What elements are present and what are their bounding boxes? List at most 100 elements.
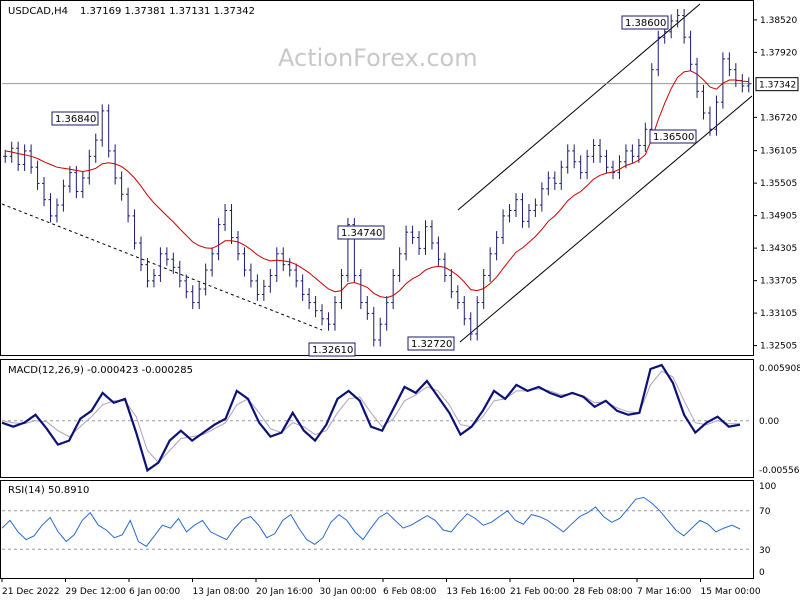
price-bar — [281, 247, 286, 272]
price-tick-label: 1.33705 — [760, 277, 797, 287]
moving-average-line — [5, 70, 749, 299]
price-bar — [3, 149, 8, 163]
price-bar — [93, 133, 98, 163]
price-bar — [488, 247, 493, 282]
time-tick-label: 29 Dec 12:00 — [66, 587, 127, 597]
price-bar — [74, 166, 79, 199]
price-bar — [462, 296, 467, 326]
price-bar — [210, 247, 215, 277]
price-bar — [455, 285, 460, 310]
price-bar — [203, 263, 208, 296]
price-tick-label: 1.34905 — [760, 212, 797, 222]
price-bar — [514, 193, 519, 217]
price-bar — [669, 14, 674, 39]
time-tick-label: 7 Mar 16:00 — [637, 587, 692, 597]
price-bar — [429, 220, 434, 250]
price-bar — [358, 268, 363, 310]
macd-tick-zero: 0.00 — [759, 417, 779, 427]
price-bar — [307, 287, 312, 310]
price-tick-label: 1.32505 — [760, 342, 797, 352]
price-annotation-label: 1.36500 — [653, 132, 694, 143]
price-bar — [126, 187, 131, 223]
price-bar — [248, 263, 253, 288]
price-bar — [546, 171, 551, 196]
macd-line — [1, 363, 741, 473]
price-bar — [139, 236, 144, 272]
price-bar — [384, 296, 389, 331]
price-bar — [707, 106, 712, 136]
rsi-tick-100: 100 — [759, 482, 776, 492]
time-tick-label: 28 Feb 08:00 — [574, 587, 633, 597]
price-bar — [585, 149, 590, 180]
price-bar — [617, 155, 622, 180]
time-tick-label: 13 Jan 08:00 — [193, 587, 250, 597]
price-bar — [274, 247, 279, 282]
price-bar — [695, 57, 700, 98]
rsi-tick-70: 70 — [759, 507, 771, 517]
price-tick-label: 1.37920 — [760, 48, 797, 58]
price-bar — [526, 203, 531, 228]
price-bar — [22, 144, 27, 171]
price-bar — [397, 247, 402, 282]
price-bar — [604, 149, 609, 174]
price-bar — [255, 274, 260, 301]
price-tick-label: 1.38520 — [760, 16, 797, 26]
price-annotation-box — [649, 129, 697, 144]
price-bar — [29, 144, 34, 174]
price-bar — [720, 52, 725, 109]
macd-tick-bottom: -0.005563 — [759, 466, 800, 476]
price-bar — [164, 247, 169, 266]
price-bar — [113, 144, 118, 185]
price-bar — [501, 209, 506, 245]
price-bar — [552, 171, 557, 190]
price-bar — [190, 285, 195, 310]
current-price-tag — [755, 77, 799, 92]
price-bar — [48, 193, 53, 223]
price-bar — [494, 231, 499, 261]
price-bar — [449, 268, 454, 299]
price-bar — [591, 139, 596, 163]
rsi-panel-frame — [0, 480, 754, 579]
macd-panel-frame — [0, 359, 754, 478]
price-bar — [410, 225, 415, 245]
price-axis: 1.38520 1.37920 1.36720 1.36105 1.35505 1.349… — [753, 16, 797, 352]
price-bar — [468, 312, 473, 341]
rsi-tick-0: 0 — [759, 568, 765, 578]
time-tick-label: 21 Dec 2022 — [2, 587, 60, 597]
price-bar — [326, 312, 331, 331]
price-annotation-box — [337, 225, 385, 240]
price-bar — [636, 139, 641, 163]
channel-lower-line — [459, 95, 753, 343]
price-bar — [294, 263, 299, 288]
price-bar — [229, 203, 234, 245]
price-bar — [714, 95, 719, 136]
price-bar — [223, 203, 228, 232]
price-bar — [332, 296, 337, 331]
price-bar — [158, 247, 163, 282]
time-tick-label: 20 Jan 16:00 — [256, 587, 313, 597]
rsi-tick-30: 30 — [759, 546, 771, 556]
current-price-label: 1.37342 — [759, 81, 796, 91]
price-bar — [54, 198, 59, 223]
price-bar — [184, 274, 189, 299]
price-plot: 1.38600 1.36840 1.36500 1.34740 1.32610 1.327… — [1, 3, 799, 357]
price-bar — [649, 63, 654, 136]
price-bar — [171, 252, 176, 274]
price-bar — [688, 30, 693, 71]
price-bar — [675, 9, 680, 28]
chart-symbol: USDCAD,H4 — [8, 6, 68, 17]
price-tick-label: 1.36105 — [760, 147, 797, 157]
price-annotation-label: 1.36840 — [55, 114, 96, 125]
time-tick-label: 21 Feb 00:00 — [510, 587, 569, 597]
time-tick-label: 13 Feb 16:00 — [447, 587, 506, 597]
price-tick-label: 1.35505 — [760, 179, 797, 189]
price-annotation-label: 1.38600 — [625, 18, 666, 29]
price-bar — [42, 176, 47, 207]
price-bar — [313, 296, 318, 318]
price-annotation-box — [407, 336, 455, 351]
rsi-line — [1, 496, 741, 547]
price-bar — [643, 122, 648, 153]
price-bar — [177, 260, 182, 288]
rsi-label: RSI(14) 50.8910 — [8, 485, 89, 496]
price-bar — [87, 149, 92, 185]
